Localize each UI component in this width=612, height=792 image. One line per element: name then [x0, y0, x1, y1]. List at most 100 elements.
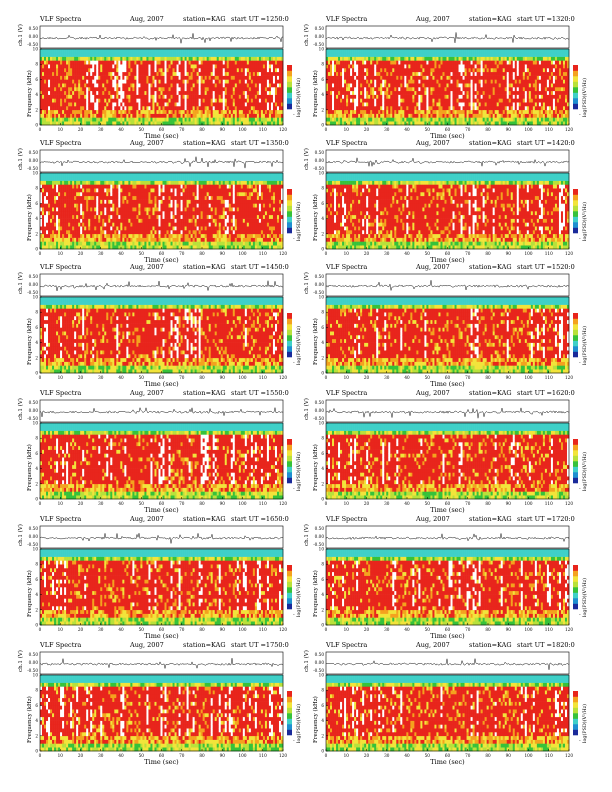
spectrogram-cell: [487, 91, 489, 95]
spectrogram-cell: [467, 60, 469, 64]
spectrogram-cell: [342, 53, 344, 57]
spectrogram-cell: [263, 117, 265, 121]
spectrogram-cell: [497, 91, 499, 95]
spectrogram-cell: [253, 72, 255, 76]
spectrogram-cell: [388, 64, 390, 68]
spectrogram-cell: [80, 83, 82, 87]
spectrogram-cell: [563, 60, 565, 64]
spectrogram-cell: [412, 64, 414, 68]
spectrogram-cell: [471, 117, 473, 121]
spectrogram-cell: [505, 95, 507, 99]
spectrogram-cell: [549, 64, 551, 68]
spectrogram-cell: [495, 106, 497, 110]
spectrogram-cell: [56, 117, 58, 121]
spectrogram-cell: [243, 98, 245, 102]
spectrogram-cell: [376, 79, 378, 83]
spectrogram-cell: [275, 106, 277, 110]
spectrogram-cell: [148, 102, 150, 106]
spectrogram-cell: [144, 114, 146, 118]
spectrogram-cell: [98, 91, 100, 95]
spectrogram-cell: [487, 60, 489, 64]
spectrogram-cell: [140, 87, 142, 91]
spectrogram-cell: [104, 110, 106, 114]
spectrogram-cell: [92, 64, 94, 68]
spectrogram-cell: [432, 91, 434, 95]
spectrogram-cell: [163, 91, 165, 95]
spectrogram-cell: [88, 114, 90, 118]
spectrogram-cell: [146, 68, 148, 72]
spectrogram-cell: [497, 49, 499, 53]
spectrogram-cell: [88, 117, 90, 121]
spectrogram-cell: [442, 114, 444, 118]
spectrogram-cell: [263, 91, 265, 95]
spectrogram-cell: [432, 79, 434, 83]
spectrogram-cell: [106, 68, 108, 72]
spectrogram-cell: [104, 53, 106, 57]
spectrogram-cell: [515, 121, 517, 125]
spectrogram-cell: [58, 72, 60, 76]
spectrogram-cell: [88, 91, 90, 95]
spectrogram-cell: [370, 60, 372, 64]
spectrogram-cell: [370, 102, 372, 106]
spectrogram-cell: [453, 64, 455, 68]
spectrogram-cell: [436, 110, 438, 114]
spectrogram-cell: [392, 64, 394, 68]
spectrogram-cell: [563, 91, 565, 95]
spectrogram-cell: [388, 49, 390, 53]
spectrogram-cell: [249, 110, 251, 114]
spectrogram-cell: [277, 68, 279, 72]
spectrogram-cell: [535, 98, 537, 102]
spectrogram-cell: [120, 106, 122, 110]
spectrogram-cell: [156, 49, 158, 53]
spectrogram-cell: [40, 177, 42, 181]
spectrogram-cell: [112, 102, 114, 106]
spectrogram-cell: [74, 114, 76, 118]
spectrogram-cell: [449, 49, 451, 53]
spectrogram-cell: [440, 114, 442, 118]
spectrogram-cell: [273, 106, 275, 110]
spectrogram-cell: [273, 64, 275, 68]
spectrogram-cell: [154, 83, 156, 87]
spectrogram-cell: [471, 91, 473, 95]
spectrogram-cell: [219, 60, 221, 64]
spectrogram-cell: [150, 57, 152, 61]
spectrogram-cell: [82, 102, 84, 106]
spectrogram-cell: [96, 72, 98, 76]
spectrogram-cell: [257, 87, 259, 91]
spectrogram-cell: [86, 49, 88, 53]
spectrogram-cell: [541, 98, 543, 102]
spectrogram-cell: [467, 117, 469, 121]
spectrogram-cell: [366, 87, 368, 91]
spectrogram-cell: [40, 79, 42, 83]
spectrogram-cell: [511, 121, 513, 125]
spectrogram-cell: [211, 68, 213, 72]
spectrogram-cell: [191, 98, 193, 102]
spectrogram-cell: [70, 98, 72, 102]
spectrogram-cell: [195, 117, 197, 121]
spectrogram-cell: [213, 95, 215, 99]
spectrogram-cell: [249, 79, 251, 83]
spectrogram-cell: [565, 79, 567, 83]
spectrogram-cell: [227, 64, 229, 68]
spectrogram-cell: [400, 87, 402, 91]
spectrogram-cell: [48, 106, 50, 110]
spectrogram-cell: [251, 57, 253, 61]
spectrogram-cell: [376, 57, 378, 61]
spectrogram-cell: [515, 64, 517, 68]
spectrogram-cell: [547, 106, 549, 110]
spectra-panel: VLF Spectra Aug, 2007 station=KAG start UT …: [17, 139, 302, 264]
spectrogram-cell: [525, 53, 527, 57]
spectrogram-cell: [66, 98, 68, 102]
spectrogram-cell: [499, 76, 501, 80]
spectrogram-cell: [80, 110, 82, 114]
spectrogram-cell: [68, 60, 70, 64]
spectrogram-cell: [227, 102, 229, 106]
waveform-tick-label: 0.50: [29, 26, 39, 31]
spectrogram-cell: [497, 83, 499, 87]
spectrogram-cell: [410, 57, 412, 61]
spectrogram-cell: [249, 72, 251, 76]
spectrogram-cell: [517, 110, 519, 114]
spectrogram-cell: [267, 79, 269, 83]
spectrogram-cell: [479, 91, 481, 95]
spectrogram-cell: [531, 79, 533, 83]
